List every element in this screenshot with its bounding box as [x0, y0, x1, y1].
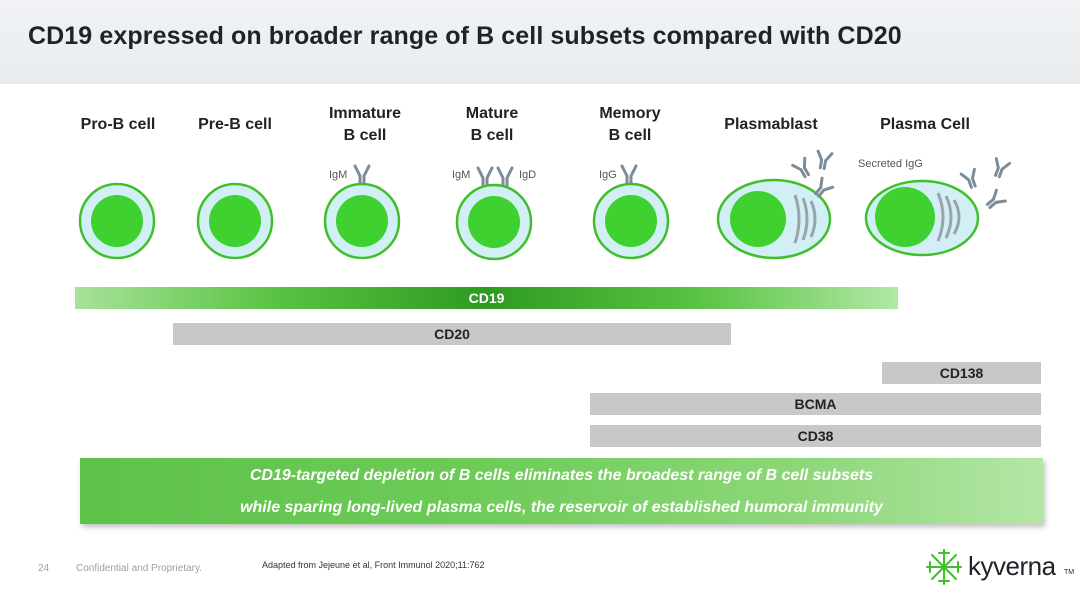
- bcma-expression-bar: BCMA: [590, 393, 1041, 415]
- b-cell-stages-illustration: [78, 149, 1012, 261]
- cd138-expression-bar: CD138: [882, 362, 1041, 384]
- stage-label-plasmablast: Plasmablast: [711, 114, 831, 136]
- stage-label-pro-b: Pro-B cell: [58, 114, 178, 136]
- slide-title: CD19 expressed on broader range of B cel…: [28, 22, 902, 50]
- secreted-igg-label: Secreted IgG: [858, 158, 923, 170]
- cd19-expression-bar: CD19: [75, 287, 898, 309]
- stage-label-line: B cell: [343, 127, 387, 144]
- stage-label-line: Memory: [599, 105, 661, 122]
- immature-b-cell-icon: [323, 164, 401, 260]
- stage-label-line: Pre-B cell: [198, 116, 272, 133]
- cd38-expression-bar: CD38: [590, 425, 1041, 447]
- plasma-cell-icon: [864, 157, 1012, 257]
- mature-b-cell-icon: [455, 166, 533, 261]
- stage-label-memory: Memory B cell: [570, 103, 690, 147]
- kyverna-wordmark: kyverna: [968, 551, 1056, 581]
- header-band: [0, 0, 1080, 84]
- kyverna-logo-icon: [926, 549, 962, 585]
- trademark-symbol: TM: [1064, 569, 1075, 576]
- stage-label-line: B cell: [470, 127, 514, 144]
- stage-label-plasma-cell: Plasma Cell: [865, 114, 985, 136]
- stage-label-pre-b: Pre-B cell: [175, 114, 295, 136]
- callout-line-1: CD19-targeted depletion of B cells elimi…: [249, 467, 874, 484]
- page-number: 24: [38, 563, 50, 574]
- igg-label-memory: IgG: [599, 169, 617, 181]
- stage-label-immature: Immature B cell: [305, 103, 425, 147]
- cd20-expression-bar: CD20: [173, 323, 731, 345]
- plasmablast-icon: [716, 149, 835, 260]
- stage-label-line: Immature: [328, 105, 402, 122]
- stage-label-line: Mature: [465, 105, 519, 122]
- stage-label-line: Plasma Cell: [880, 116, 970, 133]
- igm-label-immature: IgM: [329, 169, 348, 181]
- igd-label-mature: IgD: [519, 169, 537, 181]
- stage-label-line: B cell: [608, 127, 652, 144]
- memory-b-cell-icon: [592, 164, 670, 260]
- stage-label-line: Plasmablast: [724, 116, 818, 133]
- reference-citation: Adapted from Jejeune et al, Front Immuno…: [262, 560, 485, 570]
- stage-label-line: Pro-B cell: [80, 116, 156, 133]
- pro-b-cell-icon: [78, 182, 156, 260]
- igm-label-mature: IgM: [452, 169, 471, 181]
- pre-b-cell-icon: [196, 182, 274, 260]
- stage-label-mature: Mature B cell: [432, 103, 552, 147]
- callout-line-2: while sparing long-lived plasma cells, t…: [240, 499, 883, 516]
- confidential-notice: Confidential and Proprietary.: [76, 563, 202, 574]
- key-message-callout: CD19-targeted depletion of B cells elimi…: [80, 458, 1043, 524]
